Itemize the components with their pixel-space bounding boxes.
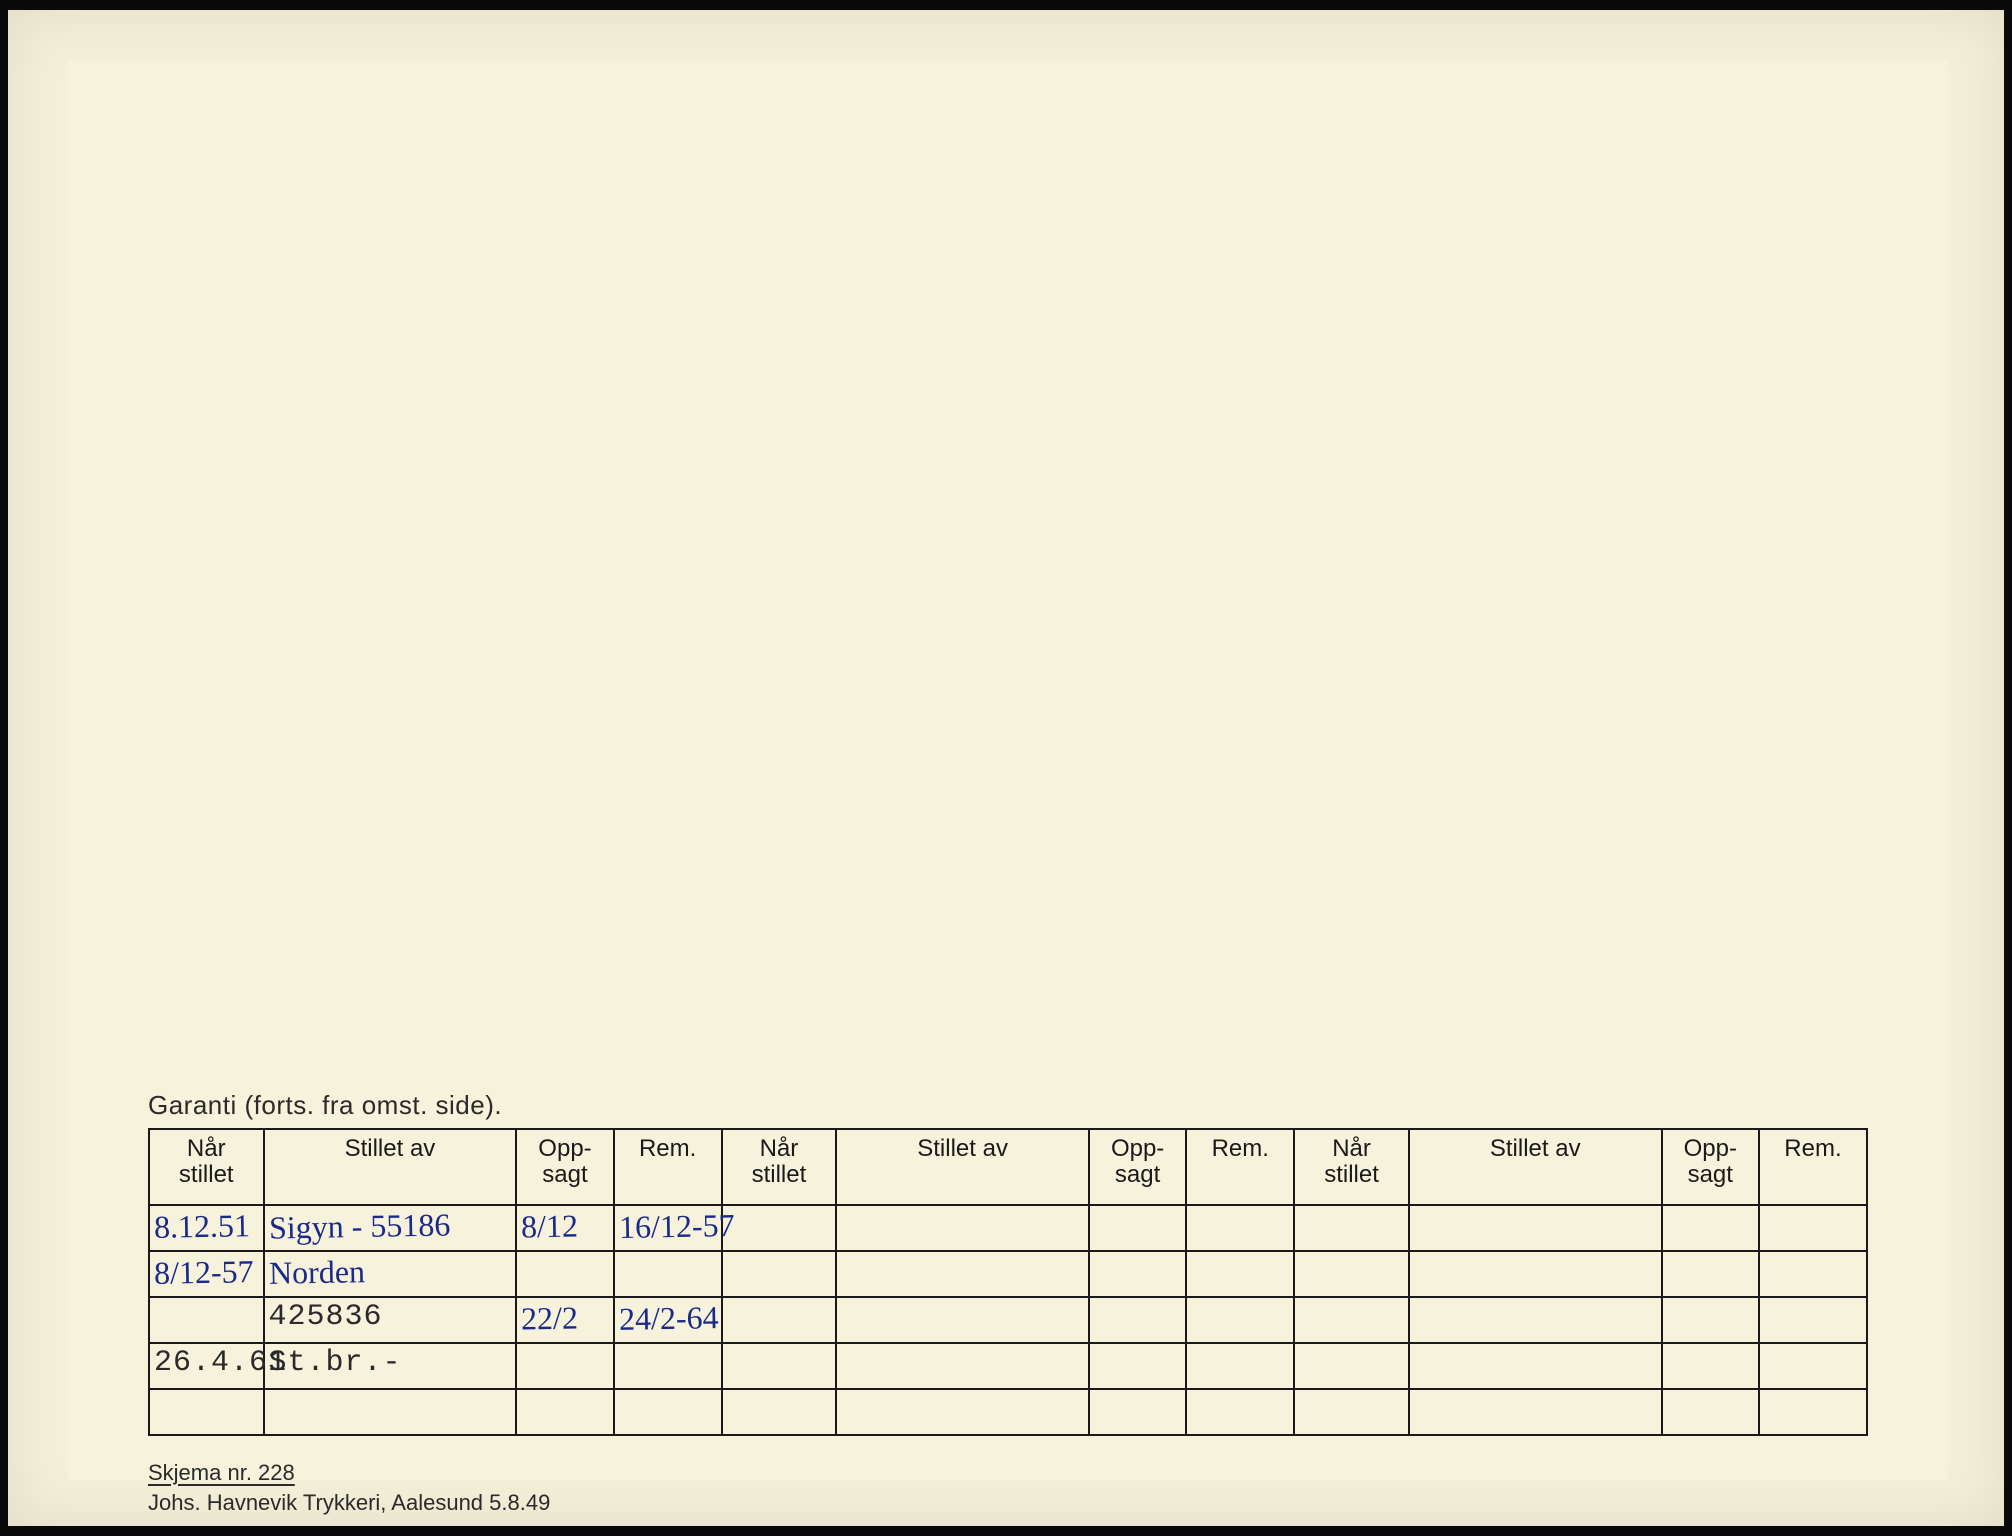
form-footer: Skjema nr. 228 Johs. Havnevik Trykkeri, …: [148, 1458, 550, 1517]
footer-schema: Skjema nr. 228: [148, 1460, 295, 1485]
handwritten-entry: Norden: [268, 1253, 365, 1292]
handwritten-entry: Sigyn - 55186: [268, 1206, 450, 1246]
handwritten-entry: 8/12-57: [154, 1253, 254, 1292]
scan-background: Garanti (forts. fra omst. side). Nårstil…: [8, 10, 2004, 1526]
handwritten-entry: 8.12.51: [154, 1207, 251, 1246]
col-header-rem: Rem.: [1186, 1129, 1294, 1205]
table-row: 425836 22/2 24/2-64: [149, 1297, 1867, 1343]
handwritten-entry: 22/2: [521, 1300, 579, 1338]
col-header-nar: Nårstillet: [722, 1129, 837, 1205]
handwritten-entry: 24/2-64: [618, 1299, 718, 1338]
typewriter-entry: 425836: [269, 1300, 383, 1334]
table-row: [149, 1389, 1867, 1435]
handwritten-entry: 8/12: [521, 1208, 579, 1246]
col-header-nar: Nårstillet: [1294, 1129, 1409, 1205]
col-header-oppsagt: Opp-sagt: [1089, 1129, 1186, 1205]
col-header-oppsagt: Opp-sagt: [1662, 1129, 1759, 1205]
footer-printer: Johs. Havnevik Trykkeri, Aalesund 5.8.49: [148, 1490, 550, 1515]
handwritten-entry: 16/12-57: [618, 1207, 734, 1246]
table-row: 8/12-57 Norden: [149, 1251, 1867, 1297]
table-body: 8.12.51 Sigyn - 55186 8/12 16/12-57 8/12-57…: [149, 1205, 1867, 1435]
table-row: 26.4.61St.br.-: [149, 1343, 1867, 1389]
col-header-stillet: Stillet av: [1409, 1129, 1662, 1205]
col-header-rem: Rem.: [614, 1129, 722, 1205]
section-title: Garanti (forts. fra omst. side).: [148, 1090, 502, 1121]
col-header-oppsagt: Opp-sagt: [516, 1129, 613, 1205]
col-header-stillet: Stillet av: [836, 1129, 1089, 1205]
col-header-rem: Rem.: [1759, 1129, 1867, 1205]
paper-card: Garanti (forts. fra omst. side). Nårstil…: [68, 60, 1948, 1480]
col-header-stillet: Stillet av: [264, 1129, 517, 1205]
typewriter-entry: St.br.-: [269, 1346, 402, 1380]
garanti-table: Nårstillet Stillet av Opp-sagt Rem. Nårs…: [148, 1128, 1868, 1436]
table-row: 8.12.51 Sigyn - 55186 8/12 16/12-57: [149, 1205, 1867, 1251]
col-header-nar: Nårstillet: [149, 1129, 264, 1205]
table-header-row: Nårstillet Stillet av Opp-sagt Rem. Nårs…: [149, 1129, 1867, 1205]
